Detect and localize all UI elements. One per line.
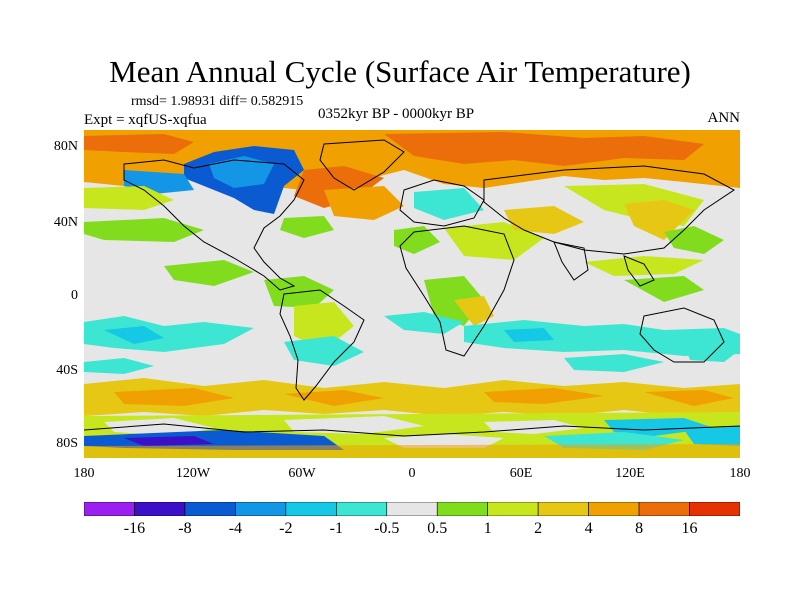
colorbar-segment bbox=[638, 502, 690, 516]
colorbar-segment bbox=[336, 502, 388, 516]
colorbar-segment bbox=[386, 502, 438, 516]
period-label: 0352kyr BP - 0000kyr BP bbox=[318, 106, 475, 122]
lon-label-120e: 120E bbox=[615, 466, 645, 481]
colorbar-label: -8 bbox=[178, 520, 192, 537]
season-label: ANN bbox=[707, 110, 741, 126]
lon-label-180e: 180 bbox=[729, 466, 751, 481]
colorbar-segment bbox=[436, 502, 488, 516]
lon-label-60w: 60W bbox=[288, 466, 316, 481]
lat-label-80s: 80S bbox=[56, 436, 78, 451]
colorbar-label: -16 bbox=[123, 520, 146, 537]
lat-label-40n: 40N bbox=[53, 215, 78, 230]
colorbar-segment bbox=[235, 502, 287, 516]
lat-label-80n: 80N bbox=[53, 139, 78, 154]
lat-label-0: 0 bbox=[71, 288, 78, 303]
colorbar-label: -2 bbox=[279, 520, 293, 537]
lon-label-60e: 60E bbox=[509, 466, 533, 481]
colorbar-segment bbox=[537, 502, 589, 516]
colorbar-label: 4 bbox=[584, 520, 593, 537]
experiment-label: Expt = xqfUS-xqfua bbox=[84, 112, 207, 128]
colorbar-segment bbox=[84, 502, 135, 516]
colorbar-label: 0.5 bbox=[427, 520, 448, 537]
colorbar-segment bbox=[184, 502, 236, 516]
colorbar-label: 16 bbox=[681, 520, 698, 537]
colorbar-label: -0.5 bbox=[374, 520, 400, 537]
colorbar-segment bbox=[689, 502, 740, 516]
colorbar-label: 2 bbox=[534, 520, 543, 537]
colorbar-segment bbox=[588, 502, 640, 516]
lon-label-0: 0 bbox=[408, 466, 416, 481]
lon-label-120w: 120W bbox=[175, 466, 211, 481]
colorbar-segment bbox=[487, 502, 539, 516]
colorbar-label: -1 bbox=[329, 520, 343, 537]
colorbar bbox=[84, 502, 740, 516]
colorbar-segment bbox=[285, 502, 337, 516]
chart-title: Mean Annual Cycle (Surface Air Temperatu… bbox=[109, 54, 691, 89]
colorbar-label: -4 bbox=[228, 520, 243, 537]
colorbar-label: 8 bbox=[635, 520, 644, 537]
colorbar-label: 1 bbox=[483, 520, 492, 537]
temperature-map bbox=[84, 130, 740, 458]
colorbar-segment bbox=[134, 502, 186, 516]
stats-line: rmsd= 1.98931 diff= 0.582915 bbox=[131, 94, 304, 109]
lon-label-180w: 180 bbox=[73, 466, 95, 481]
lat-label-40s: 40S bbox=[56, 363, 78, 378]
